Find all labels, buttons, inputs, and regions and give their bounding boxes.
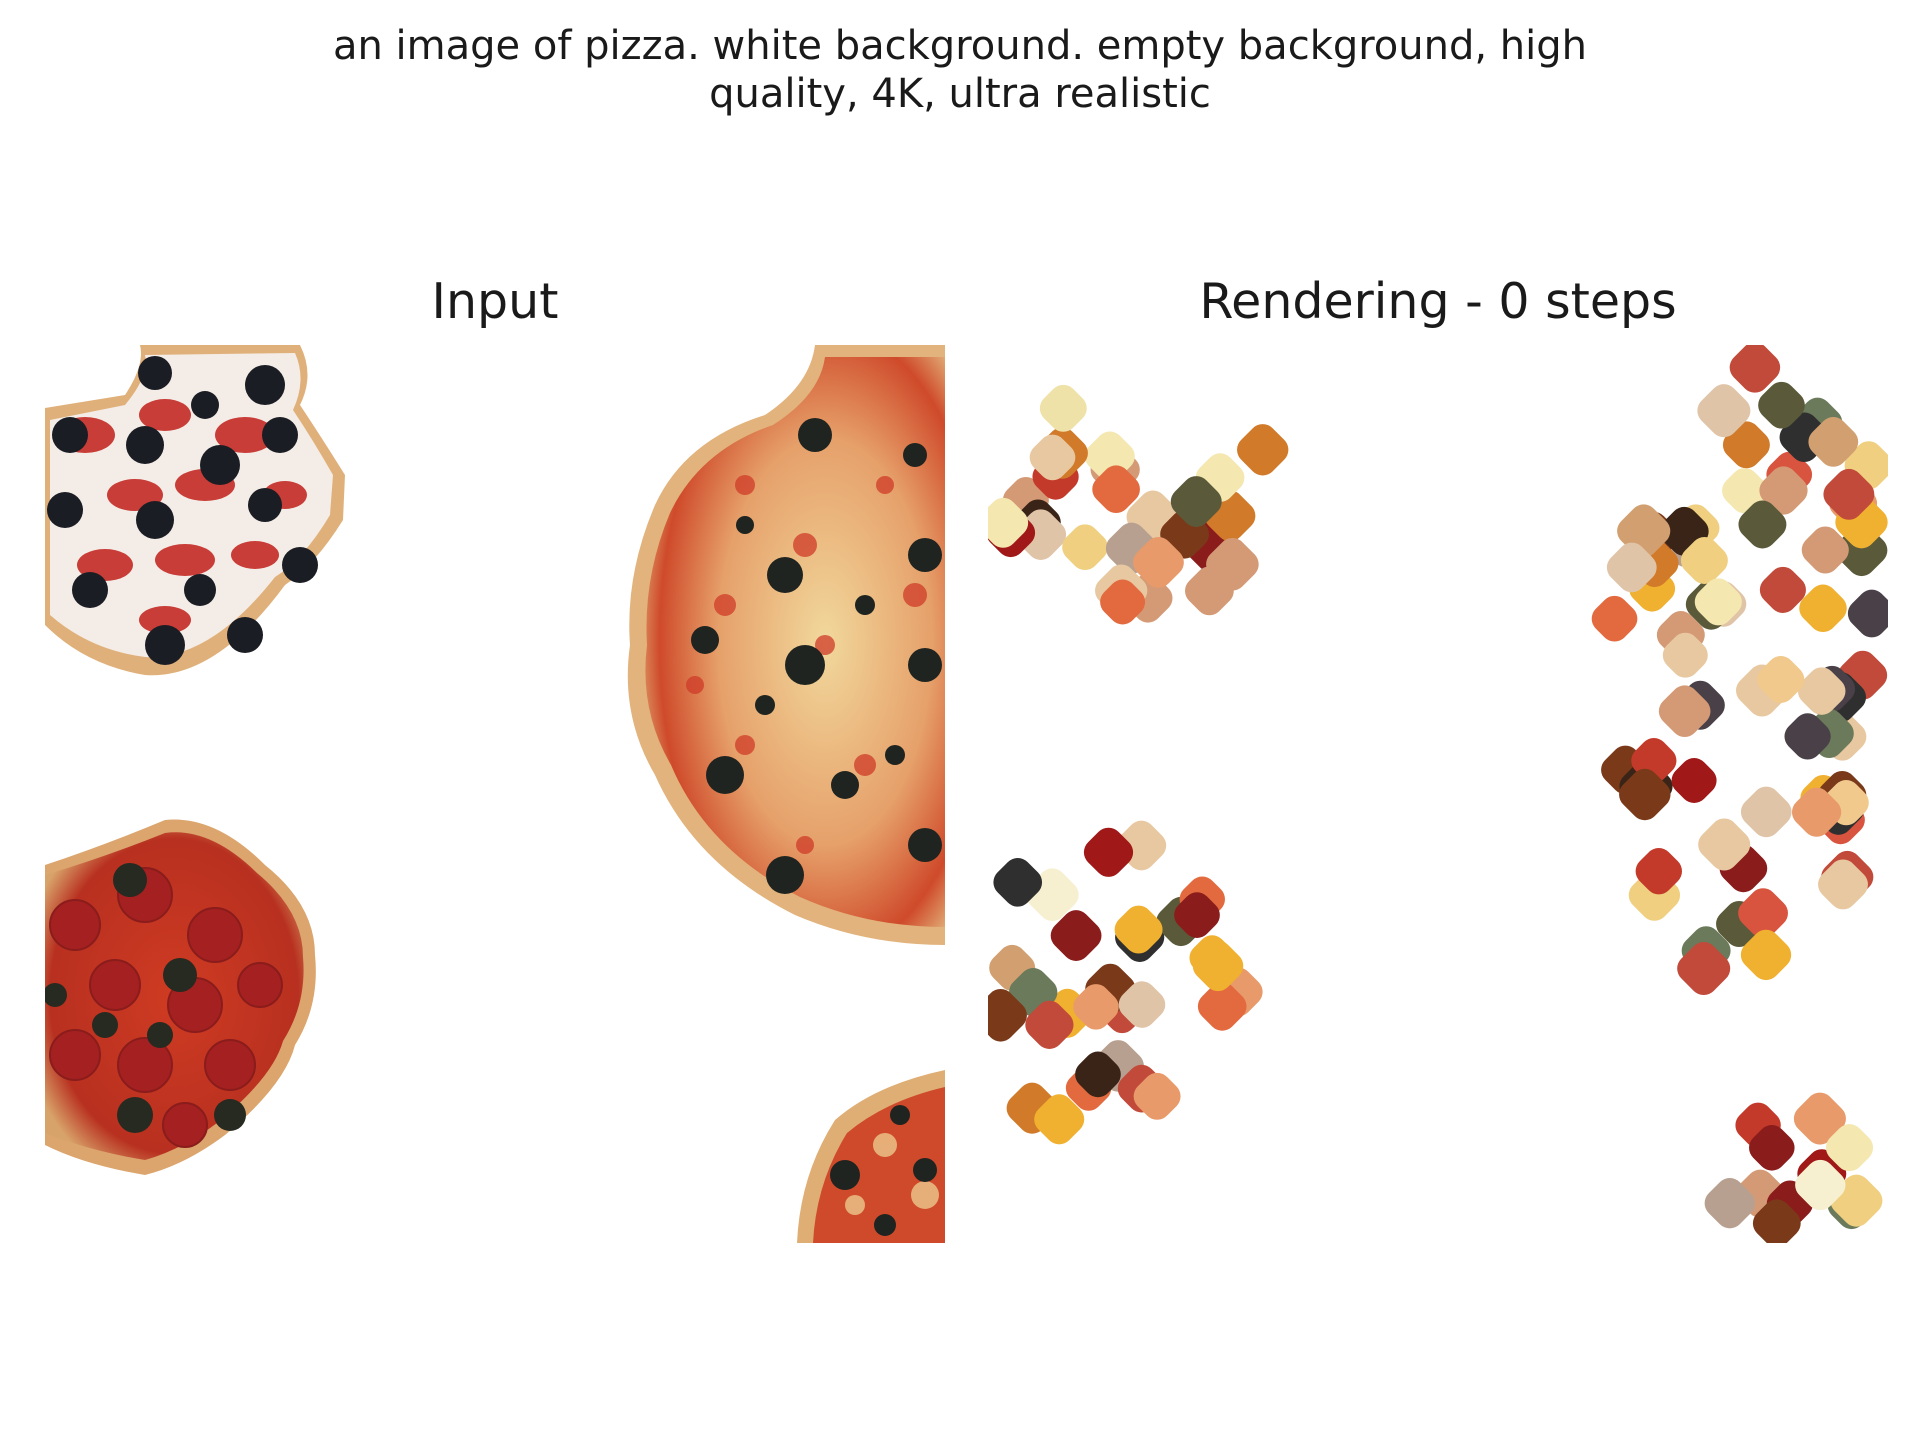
splat-blob <box>1671 758 1717 803</box>
splat-blob <box>1825 1124 1874 1172</box>
splat-blob <box>1799 584 1847 633</box>
splat-blob <box>1039 384 1087 432</box>
splat-blob <box>1635 848 1682 895</box>
input-image-panel <box>45 345 945 1243</box>
splat-blob <box>1795 1159 1846 1211</box>
splat-blob <box>988 988 1027 1042</box>
pizza-fragment-corner <box>797 1070 945 1243</box>
splat-blob <box>1697 384 1751 438</box>
rendering-image <box>988 345 1888 1243</box>
splat-blob <box>1075 1051 1121 1098</box>
figure-title: an image of pizza. white background. emp… <box>0 22 1920 118</box>
splat-blob <box>1759 566 1806 613</box>
splat-blob <box>1722 421 1770 469</box>
splat-blob <box>1050 910 1102 961</box>
splat-blob <box>1784 713 1831 760</box>
splat-blob <box>1025 1000 1074 1049</box>
input-panel-title: Input <box>431 273 559 330</box>
splat-blob <box>1591 595 1638 642</box>
splat-blob <box>1698 818 1751 871</box>
splat-blob <box>1619 768 1671 821</box>
splat-blob <box>1797 667 1846 715</box>
splat-blob <box>1133 537 1184 588</box>
splat-blob <box>1759 466 1808 515</box>
splat-blob <box>988 497 1029 548</box>
splat-blob <box>1793 1092 1846 1145</box>
splat-blob <box>1722 468 1768 514</box>
splat-blob <box>1808 417 1859 467</box>
splat-blob <box>1606 542 1657 593</box>
splat-blob <box>1752 1199 1801 1243</box>
figure-title-line-1: an image of pizza. white background. emp… <box>332 23 1588 69</box>
pizza-fragment-pepperoni <box>45 819 316 1175</box>
splat-blob <box>1197 982 1247 1031</box>
splat-blob <box>1189 935 1235 981</box>
splat-blob <box>993 858 1043 907</box>
splat-blob <box>1133 1072 1181 1120</box>
splat-blob <box>1100 579 1146 625</box>
splat-blob <box>1237 424 1289 476</box>
rendering-panel-title: Rendering - 0 steps <box>1199 273 1677 330</box>
splat-blob <box>1823 468 1875 520</box>
splat-blob <box>1847 589 1888 638</box>
splat-blob <box>1704 1178 1755 1229</box>
pizza-fragment-olive <box>45 345 345 676</box>
splat-blob <box>1083 827 1134 877</box>
splat-blob <box>1694 578 1742 626</box>
splat-blob <box>1073 984 1119 1030</box>
splat-blob <box>1818 859 1868 910</box>
splat-blob <box>1677 942 1731 996</box>
splat-blob <box>1738 500 1787 549</box>
splat-blob <box>1791 787 1842 837</box>
splat-blob <box>1029 434 1076 481</box>
splat-blob <box>1062 524 1108 571</box>
splat-blob <box>1740 929 1792 981</box>
splat-blob <box>1658 685 1711 738</box>
pizza-fragment-large <box>627 345 945 945</box>
splat-blob <box>1092 465 1140 514</box>
splat-blob <box>1801 526 1849 574</box>
figure-title-line-2: quality, 4K, ultra realistic <box>709 71 1211 117</box>
splat-blob <box>1729 345 1781 393</box>
splat-blob <box>1738 888 1788 939</box>
rendering-panel <box>988 345 1888 1243</box>
splat-blob <box>1680 537 1728 584</box>
splat-blob <box>1662 632 1708 678</box>
splat-blob <box>1170 476 1222 527</box>
splat-blob <box>1114 905 1163 954</box>
splat-blob <box>1034 1094 1085 1145</box>
splat-blob <box>1757 656 1805 703</box>
splat-blob <box>1749 1125 1795 1171</box>
splat-blob <box>1206 537 1259 591</box>
splat-blob <box>1118 981 1166 1028</box>
splat-blob <box>1174 892 1220 938</box>
splat-blob <box>1758 381 1805 429</box>
splat-blob <box>1740 786 1792 838</box>
input-image <box>45 345 945 1243</box>
